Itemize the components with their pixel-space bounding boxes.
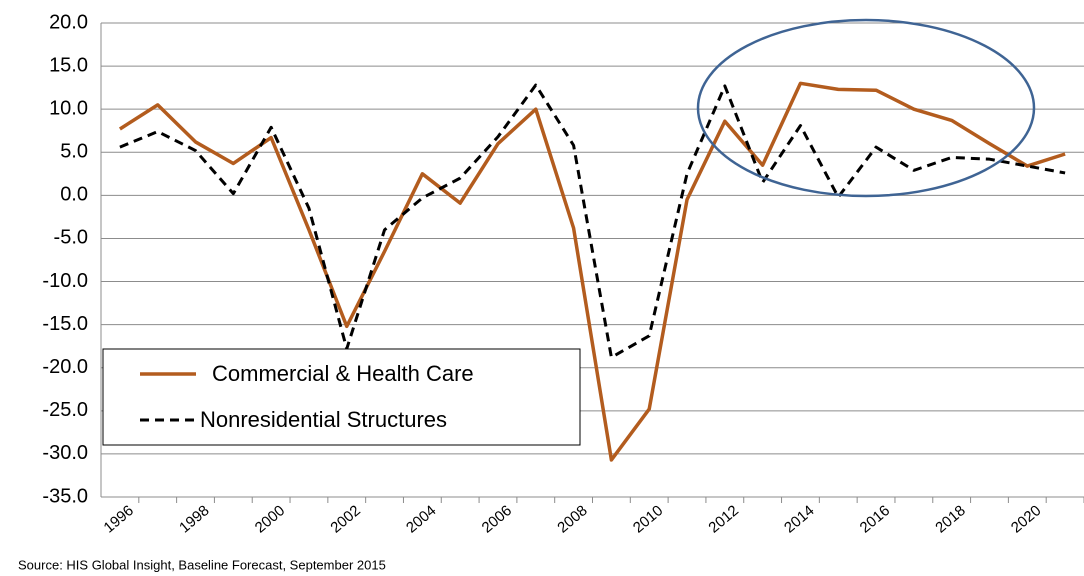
x-tick-label: 2004 [403, 502, 439, 536]
y-tick-label: -15.0 [42, 313, 88, 335]
y-tick-label: -35.0 [42, 485, 88, 507]
x-tick-label: 2018 [932, 502, 968, 536]
x-tick-label: 1996 [101, 502, 137, 536]
x-tick-label: 1998 [176, 502, 212, 536]
x-tick-label: 2002 [327, 502, 363, 536]
plot [118, 81, 1066, 462]
x-tick-label: 2008 [554, 502, 590, 536]
highlight-ellipse [696, 18, 1036, 198]
y-tick-label: 15.0 [49, 54, 88, 76]
legend-label: Nonresidential Structures [200, 407, 447, 432]
y-tick-label: -30.0 [42, 442, 88, 464]
legend-label: Commercial & Health Care [212, 361, 474, 386]
x-tick-label: 2020 [1008, 502, 1044, 536]
y-tick-label: -25.0 [42, 399, 88, 421]
legend [102, 348, 581, 446]
y-tick-label: 5.0 [60, 141, 88, 163]
y-tick-label: 10.0 [49, 97, 88, 119]
x-tick-label: 2000 [252, 502, 288, 536]
x-tick-label: 2012 [705, 502, 741, 536]
line-series [118, 81, 1066, 462]
y-tick-label: -20.0 [42, 356, 88, 378]
y-tick-label: -5.0 [54, 227, 88, 249]
line-series [119, 83, 1066, 359]
x-tick-label: 2014 [781, 502, 817, 536]
x-tick-label: 2016 [857, 502, 893, 536]
y-tick-label: 20.0 [49, 11, 88, 33]
source-note: Source: HIS Global Insight, Baseline For… [18, 557, 386, 572]
x-tick-label: 2010 [630, 502, 666, 536]
y-tick-label: 0.0 [60, 184, 88, 206]
x-tick-label: 2006 [479, 502, 515, 536]
y-tick-label: -10.0 [42, 270, 88, 292]
